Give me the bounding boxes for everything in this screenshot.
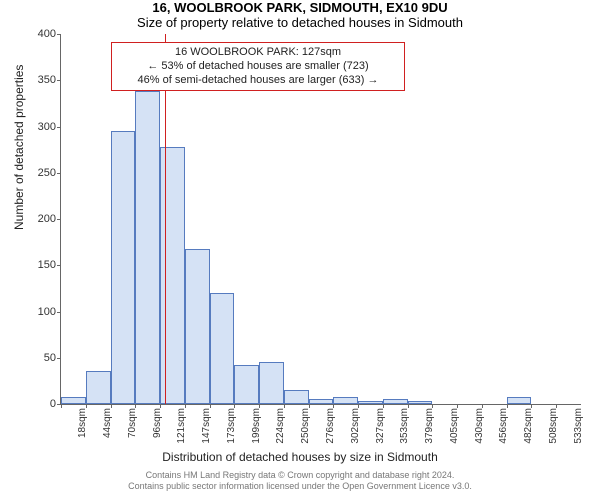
xtick-label: 508sqm [548, 408, 559, 444]
xtick-label: 44sqm [102, 408, 113, 438]
histogram-bar [358, 401, 383, 404]
xtick-label: 302sqm [350, 408, 361, 444]
histogram-bar [61, 397, 86, 404]
ytick-mark [57, 127, 61, 128]
xtick-label: 482sqm [523, 408, 534, 444]
xtick-label: 199sqm [251, 408, 262, 444]
y-axis-label: Number of detached properties [12, 65, 26, 230]
copyright-line2: Contains public sector information licen… [0, 481, 600, 492]
histogram-bar [210, 293, 235, 404]
histogram-bar [135, 91, 160, 404]
annotation-line2: ← 53% of detached houses are smaller (72… [118, 60, 398, 74]
histogram-bar [284, 390, 309, 404]
xtick-mark [482, 404, 483, 408]
xtick-mark [556, 404, 557, 408]
xtick-mark [408, 404, 409, 408]
xtick-mark [234, 404, 235, 408]
xtick-label: 379sqm [424, 408, 435, 444]
ytick-label: 150 [38, 259, 56, 271]
histogram-bar [160, 147, 185, 404]
ytick-mark [57, 265, 61, 266]
histogram-bar [383, 399, 408, 404]
histogram-chart: 05010015020025030035040018sqm44sqm70sqm9… [60, 34, 580, 404]
histogram-bar [185, 249, 210, 404]
xtick-label: 533sqm [573, 408, 584, 444]
ytick-label: 300 [38, 121, 56, 133]
ytick-mark [57, 358, 61, 359]
xtick-label: 405sqm [449, 408, 460, 444]
xtick-mark [383, 404, 384, 408]
xtick-label: 147sqm [201, 408, 212, 444]
xtick-label: 327sqm [375, 408, 386, 444]
copyright-text: Contains HM Land Registry data © Crown c… [0, 470, 600, 493]
annotation-line3: 46% of semi-detached houses are larger (… [118, 74, 398, 88]
ytick-mark [57, 312, 61, 313]
histogram-bar [507, 397, 532, 404]
xtick-label: 250sqm [300, 408, 311, 444]
histogram-bar [86, 371, 111, 404]
xtick-mark [61, 404, 62, 408]
ytick-mark [57, 219, 61, 220]
xtick-mark [358, 404, 359, 408]
xtick-mark [135, 404, 136, 408]
xtick-label: 430sqm [474, 408, 485, 444]
ytick-label: 100 [38, 306, 56, 318]
annotation-line1: 16 WOOLBROOK PARK: 127sqm [118, 46, 398, 60]
xtick-label: 121sqm [176, 408, 187, 444]
xtick-mark [259, 404, 260, 408]
xtick-mark [111, 404, 112, 408]
xtick-mark [432, 404, 433, 408]
ytick-label: 400 [38, 28, 56, 40]
histogram-bar [234, 365, 259, 404]
histogram-bar [259, 362, 284, 404]
histogram-bar [111, 131, 136, 404]
xtick-mark [333, 404, 334, 408]
histogram-bar [333, 397, 358, 404]
xtick-label: 96sqm [152, 408, 163, 438]
ytick-label: 350 [38, 74, 56, 86]
xtick-mark [531, 404, 532, 408]
xtick-label: 18sqm [77, 408, 88, 438]
ytick-label: 200 [38, 213, 56, 225]
ytick-mark [57, 80, 61, 81]
xtick-mark [86, 404, 87, 408]
x-axis-label: Distribution of detached houses by size … [0, 450, 600, 464]
xtick-label: 276sqm [325, 408, 336, 444]
xtick-mark [160, 404, 161, 408]
ytick-label: 50 [44, 352, 56, 364]
ytick-label: 250 [38, 167, 56, 179]
xtick-label: 456sqm [498, 408, 509, 444]
page-title: 16, WOOLBROOK PARK, SIDMOUTH, EX10 9DU [0, 0, 600, 15]
xtick-mark [210, 404, 211, 408]
ytick-mark [57, 173, 61, 174]
xtick-label: 224sqm [275, 408, 286, 444]
histogram-bar [309, 399, 334, 404]
page-subtitle: Size of property relative to detached ho… [0, 15, 600, 30]
ytick-label: 0 [50, 398, 56, 410]
ytick-mark [57, 34, 61, 35]
xtick-label: 70sqm [127, 408, 138, 438]
xtick-mark [185, 404, 186, 408]
xtick-mark [284, 404, 285, 408]
xtick-label: 173sqm [226, 408, 237, 444]
xtick-mark [309, 404, 310, 408]
xtick-label: 353sqm [399, 408, 410, 444]
histogram-bar [408, 401, 433, 404]
xtick-mark [457, 404, 458, 408]
xtick-mark [507, 404, 508, 408]
annotation-box: 16 WOOLBROOK PARK: 127sqm← 53% of detach… [111, 42, 405, 91]
copyright-line1: Contains HM Land Registry data © Crown c… [0, 470, 600, 481]
